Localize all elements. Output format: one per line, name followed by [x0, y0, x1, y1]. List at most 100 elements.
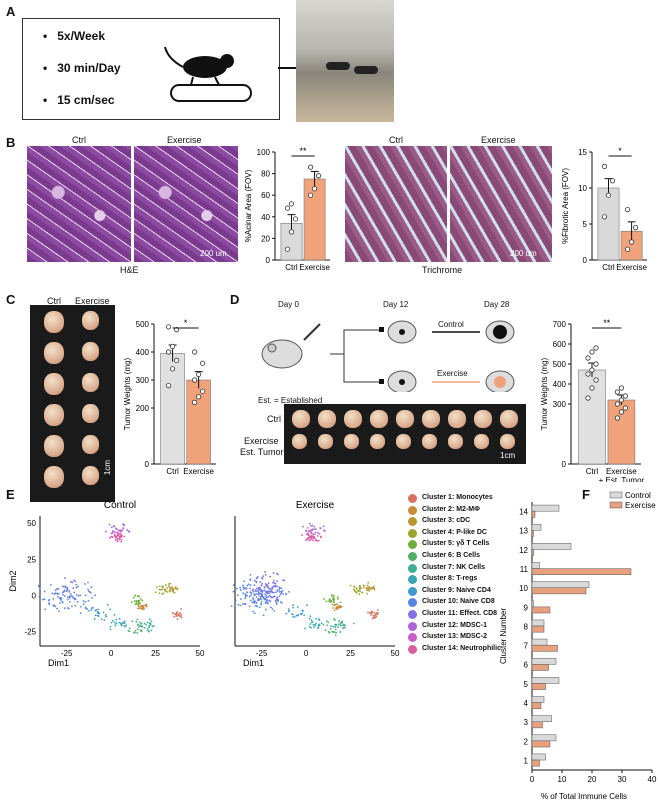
- umap-point: [59, 597, 62, 600]
- umap-point: [141, 625, 144, 628]
- umap-point: [137, 623, 140, 626]
- umap-point: [269, 595, 272, 598]
- umap-point: [263, 586, 266, 589]
- umap-point: [39, 587, 41, 590]
- umap-point: [111, 536, 114, 539]
- umap-point: [313, 528, 315, 530]
- tumor: [44, 435, 64, 457]
- umap-point: [331, 594, 333, 597]
- umap-point: [265, 596, 268, 599]
- umap-point: [59, 599, 62, 601]
- umap-point: [366, 584, 369, 587]
- umap-point: [63, 577, 66, 580]
- legend-swatch: [408, 528, 417, 538]
- umap-point: [309, 531, 312, 534]
- umap-point: [252, 598, 255, 601]
- umap-point: [67, 598, 69, 601]
- umap-point: [114, 527, 117, 530]
- umap-point: [306, 604, 308, 606]
- bar: [531, 664, 549, 671]
- tumor: [318, 434, 333, 449]
- data-point: [625, 207, 631, 213]
- umap-point: [161, 588, 164, 591]
- y-tick-label: 300: [553, 400, 567, 409]
- x-tick-label: 50: [391, 649, 400, 658]
- data-point: [593, 377, 599, 383]
- bar: [531, 677, 560, 684]
- y-tick-label: 20: [261, 234, 270, 243]
- umap-point: [307, 530, 310, 532]
- umap-point: [246, 594, 248, 597]
- umap-point: [280, 590, 283, 593]
- bar: [531, 504, 560, 512]
- data-point: [593, 345, 599, 351]
- umap-point: [108, 523, 111, 526]
- umap-point: [71, 595, 74, 598]
- umap-point: [269, 588, 272, 590]
- umap-point: [134, 594, 137, 597]
- bar: [531, 734, 557, 742]
- umap-point: [353, 589, 356, 592]
- data-point: [308, 164, 314, 170]
- umap-point: [130, 601, 133, 604]
- umap-point: [135, 601, 138, 604]
- umap-point: [318, 624, 321, 627]
- umap-point: [126, 529, 129, 531]
- umap-point: [268, 592, 271, 594]
- umap-point: [84, 606, 87, 609]
- tumor: [82, 404, 99, 423]
- umap-point: [271, 591, 274, 594]
- legend-swatch: [408, 586, 417, 596]
- tri-caption: Trichrome: [422, 265, 463, 275]
- umap-point: [37, 584, 40, 587]
- legend-label: Cluster 2: M2-MΦ: [422, 505, 480, 513]
- umap-point: [337, 598, 339, 600]
- umap-point: [172, 611, 175, 614]
- umap-point: [310, 525, 312, 527]
- umap-point: [77, 594, 80, 597]
- bar: [531, 543, 572, 550]
- umap-point: [148, 626, 150, 629]
- umap-point: [264, 571, 267, 573]
- legend-swatch: [408, 517, 417, 527]
- umap-point: [327, 621, 330, 624]
- umap-point: [241, 602, 244, 605]
- umap-point: [166, 587, 169, 589]
- legend-swatch: [408, 610, 417, 619]
- umap-point: [171, 588, 174, 591]
- umap-point: [148, 618, 151, 621]
- legend-swatch: [408, 633, 417, 643]
- data-point: [605, 192, 612, 198]
- umap-point: [180, 616, 183, 619]
- data-point: [589, 367, 595, 373]
- umap-point: [67, 607, 70, 610]
- umap-point: [143, 622, 146, 625]
- umap-point: [249, 578, 252, 581]
- data-point: [284, 246, 291, 252]
- umap-point: [338, 620, 340, 622]
- umap-point: [168, 590, 171, 593]
- umap-point: [75, 586, 78, 589]
- umap-point: [52, 604, 55, 607]
- umap-point: [292, 604, 294, 607]
- panel-label-a: A: [6, 4, 16, 19]
- umap-point: [169, 587, 172, 590]
- umap-point: [154, 591, 157, 594]
- umap-point: [176, 618, 179, 621]
- umap-point: [114, 536, 117, 539]
- umap-point: [105, 530, 107, 533]
- umap-point: [142, 604, 145, 607]
- umap-point: [149, 623, 152, 626]
- tumor: [82, 435, 99, 454]
- umap-point: [352, 622, 355, 625]
- bar: [531, 625, 545, 633]
- umap-point: [97, 615, 100, 617]
- umap-point: [75, 593, 78, 596]
- umap-point: [119, 533, 122, 536]
- umap-point: [333, 631, 336, 633]
- umap-point: [282, 593, 285, 595]
- umap-point: [180, 613, 183, 616]
- y-tick-label: 10: [519, 584, 528, 593]
- umap-point: [359, 590, 361, 593]
- umap-point: [252, 596, 254, 599]
